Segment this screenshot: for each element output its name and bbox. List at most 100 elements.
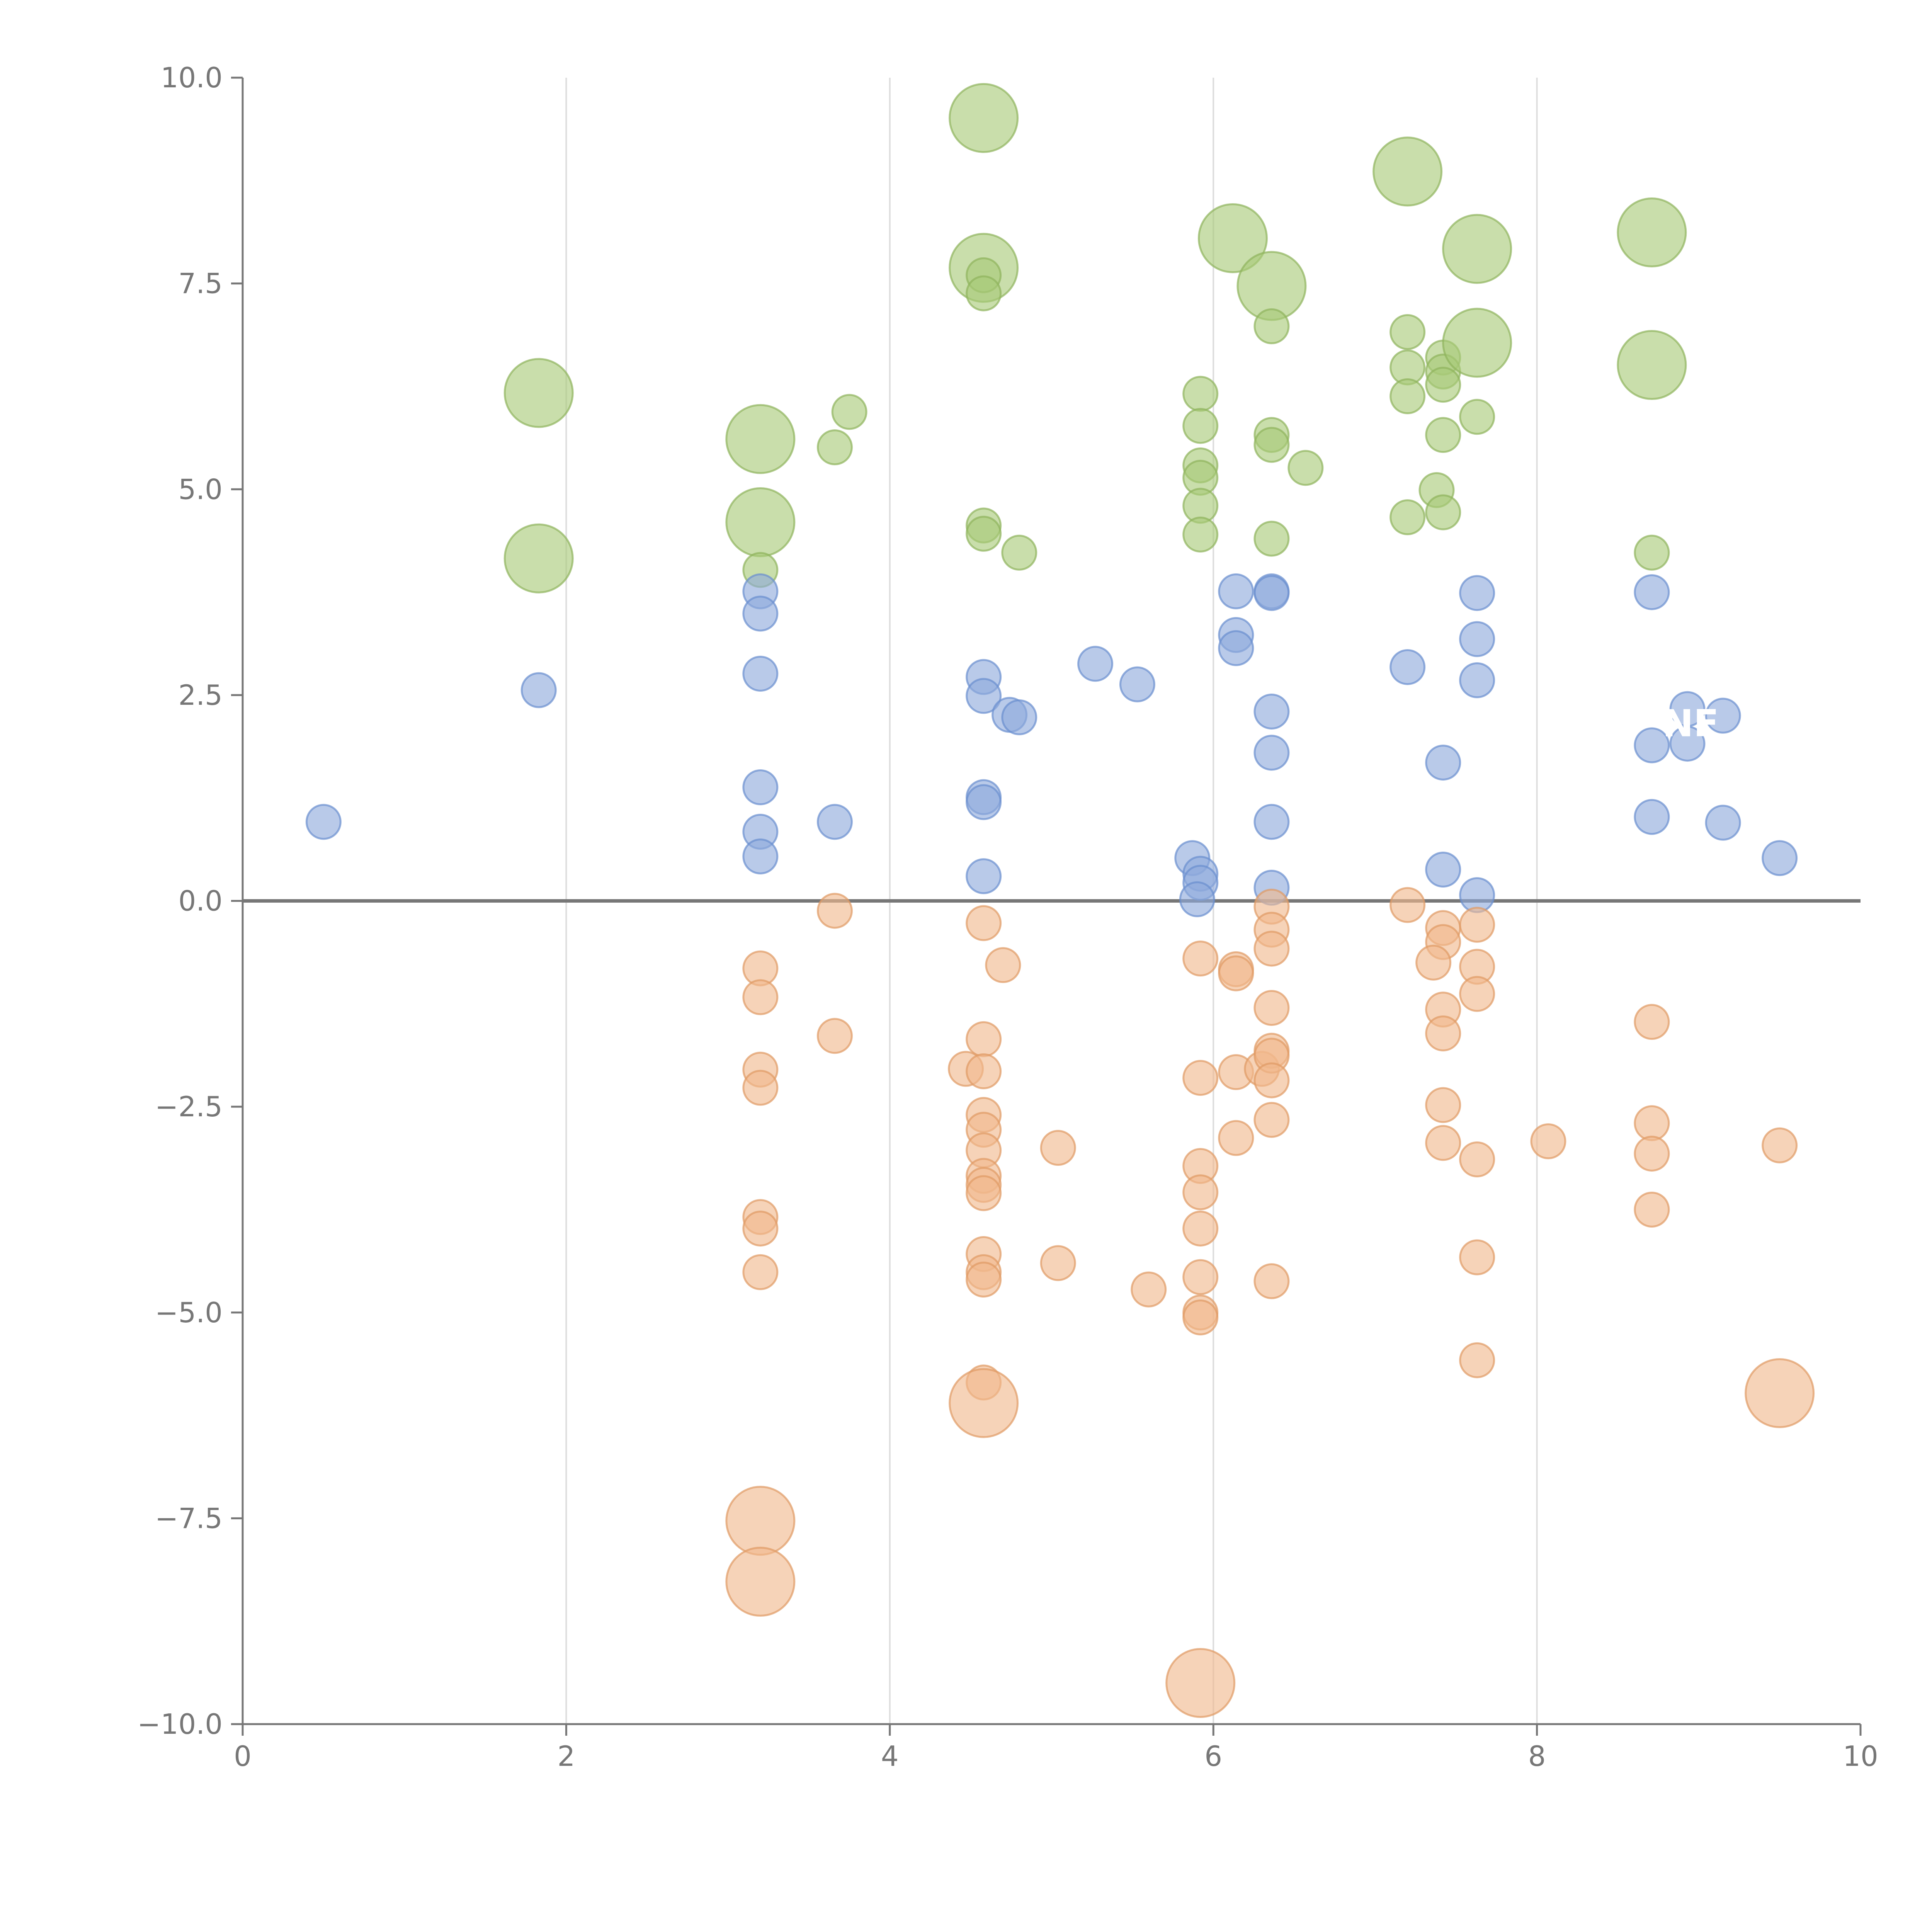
blue-point (1077, 646, 1114, 682)
green-point (1617, 330, 1687, 400)
orange-point (816, 1018, 853, 1054)
orange-point (1415, 944, 1452, 981)
blue-point (1179, 881, 1215, 917)
orange-point (742, 979, 779, 1015)
orange-point (966, 1175, 1002, 1211)
orange-point (1253, 930, 1290, 967)
blue-point (1425, 745, 1461, 781)
orange-point (1459, 1239, 1495, 1276)
orange-point (1182, 940, 1219, 977)
y-tick-label: 2.5 (178, 679, 223, 711)
green-point (1287, 450, 1324, 486)
orange-point (966, 905, 1002, 941)
orange-point (1530, 1123, 1566, 1160)
green-point (816, 429, 853, 466)
green-point (1253, 308, 1290, 344)
orange-point (1040, 1130, 1076, 1166)
orange-point (966, 1053, 1002, 1090)
blue-point (966, 784, 1002, 820)
orange-point (1040, 1245, 1076, 1281)
blue-point (1253, 575, 1290, 611)
orange-point (1634, 1136, 1670, 1172)
annotation-label: NF (1662, 702, 1719, 745)
orange-point (1182, 1210, 1219, 1247)
green-point (1459, 399, 1495, 435)
orange-point (1253, 1263, 1290, 1299)
blue-point (742, 595, 779, 632)
green-point (1389, 314, 1426, 350)
orange-point (1218, 1120, 1254, 1156)
orange-point (1425, 1125, 1461, 1161)
orange-point (1182, 1060, 1219, 1096)
blue-point (1634, 574, 1670, 611)
green-point (1425, 367, 1461, 403)
orange-point (1459, 1141, 1495, 1177)
blue-point (742, 838, 779, 874)
orange-point (1425, 1087, 1461, 1123)
blue-point (1459, 621, 1495, 657)
blue-point (1705, 804, 1741, 841)
blue-point (1762, 840, 1798, 876)
orange-point (966, 1262, 1002, 1298)
orange-point (1218, 955, 1254, 992)
green-point (1442, 308, 1512, 378)
blue-point (1425, 852, 1461, 888)
x-tick-label: 8 (1528, 1740, 1546, 1772)
orange-point (1253, 990, 1290, 1026)
orange-point (1253, 1102, 1290, 1138)
orange-point (1165, 1648, 1236, 1718)
green-point (1634, 534, 1670, 571)
green-point (1197, 203, 1268, 273)
green-point (503, 523, 574, 594)
blue-point (742, 769, 779, 805)
green-point (1425, 494, 1461, 531)
blue-point (1459, 575, 1495, 611)
x-tick-label: 0 (234, 1740, 252, 1772)
orange-point (1182, 1299, 1219, 1336)
orange-point (1459, 976, 1495, 1012)
green-point (1442, 214, 1512, 284)
blue-point (966, 678, 1002, 714)
orange-point (1182, 1174, 1219, 1211)
green-point (1182, 408, 1219, 444)
orange-point (725, 1546, 796, 1617)
green-point (1425, 417, 1461, 453)
blue-point (966, 858, 1002, 895)
green-point (949, 83, 1019, 153)
blue-point (520, 672, 557, 708)
blue-point (305, 804, 342, 840)
orange-point (1745, 1358, 1815, 1429)
blue-point (1705, 697, 1741, 734)
orange-point (966, 1021, 1002, 1057)
x-tick-label: 4 (881, 1740, 899, 1772)
orange-point (985, 947, 1021, 983)
orange-point (1253, 1062, 1290, 1099)
green-point (966, 515, 1002, 552)
green-point (1372, 136, 1443, 207)
y-tick-label: 5.0 (178, 473, 223, 505)
green-point (1182, 376, 1219, 412)
orange-point (949, 1368, 1019, 1438)
orange-point (1182, 1259, 1219, 1295)
blue-point (1634, 727, 1670, 764)
green-point (1389, 499, 1426, 536)
y-tick-label: −2.5 (155, 1090, 223, 1123)
green-point (1389, 378, 1426, 415)
y-tick-label: −10.0 (137, 1708, 223, 1740)
orange-point (725, 1486, 796, 1556)
axes: 0 2 4 6 8 10 10.0 7.5 5.0 2.5 0.0 −2.5 −5.0 −7.5 −10.0 (137, 61, 1878, 1772)
blue-point (1218, 630, 1254, 666)
green-point (831, 394, 867, 430)
green-point (503, 358, 574, 428)
orange-point (1425, 1015, 1461, 1052)
orange-point (1634, 1191, 1670, 1228)
orange-point (1459, 1342, 1495, 1378)
y-tick-label: 0.0 (178, 885, 223, 917)
orange-point (1459, 906, 1495, 943)
blue-point (1459, 662, 1495, 699)
y-tick-label: −7.5 (155, 1502, 223, 1534)
x-tick-label: 10 (1843, 1740, 1878, 1772)
orange-point (742, 1210, 779, 1247)
x-tick-label: 2 (557, 1740, 575, 1772)
